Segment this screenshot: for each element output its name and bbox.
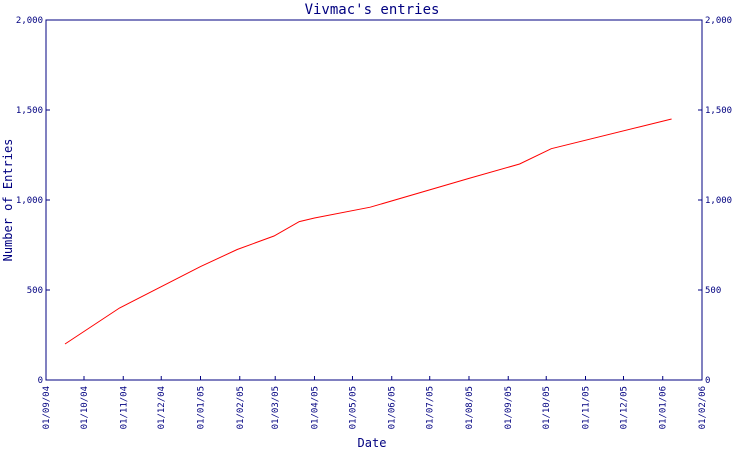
- y-axis-label: Number of Entries: [1, 139, 15, 262]
- y-axis-right: 0 500 1,000 1,500 2,000: [698, 16, 732, 386]
- y-axis-left: 0 500 1,000 1,500 2,000: [16, 16, 50, 386]
- y-tick-label-right: 2,000: [705, 16, 732, 26]
- x-tick-label: 01/01/06: [659, 386, 669, 429]
- x-tick-label: 01/05/05: [348, 386, 358, 429]
- y-tick-label-left: 1,500: [16, 106, 43, 116]
- x-tick-label: 01/12/04: [157, 386, 167, 429]
- y-tick-label-right: 0: [705, 376, 710, 386]
- x-tick-label: 01/03/05: [271, 386, 281, 429]
- x-tick-label: 01/01/05: [197, 386, 207, 429]
- y-tick-label-right: 1,500: [705, 106, 732, 116]
- y-tick-label-right: 1,000: [705, 196, 732, 206]
- y-tick-label-left: 500: [27, 286, 43, 296]
- x-tick-label: 01/11/04: [119, 386, 129, 429]
- plot-frame: [45, 19, 703, 381]
- x-tick-label: 01/11/05: [581, 386, 591, 429]
- x-tick-label: 01/10/05: [542, 386, 552, 429]
- x-tick-label: 01/12/05: [619, 386, 629, 429]
- x-tick-label: 01/06/05: [388, 386, 398, 429]
- x-tick-label: 01/09/04: [42, 386, 52, 429]
- series: [64, 118, 672, 345]
- y-tick-label-left: 0: [38, 376, 43, 386]
- x-axis-label: Date: [358, 436, 387, 450]
- x-tick-label: 01/07/05: [426, 386, 436, 429]
- x-tick-label: 01/02/05: [236, 386, 246, 429]
- y-tick-label-left: 2,000: [16, 16, 43, 26]
- x-axis: 01/09/04 01/10/04 01/11/04 01/12/04 01/01/05…: [42, 376, 708, 429]
- series-line: [64, 118, 672, 345]
- chart-title: Vivmac's entries: [305, 2, 440, 18]
- x-tick-label: 01/04/05: [310, 386, 320, 429]
- y-tick-label-left: 1,000: [16, 196, 43, 206]
- x-tick-label: 01/10/04: [80, 386, 90, 429]
- x-tick-label: 01/09/05: [504, 386, 514, 429]
- x-tick-label: 01/02/06: [698, 386, 708, 429]
- y-tick-label-right: 500: [705, 286, 721, 296]
- x-tick-label: 01/08/05: [465, 386, 475, 429]
